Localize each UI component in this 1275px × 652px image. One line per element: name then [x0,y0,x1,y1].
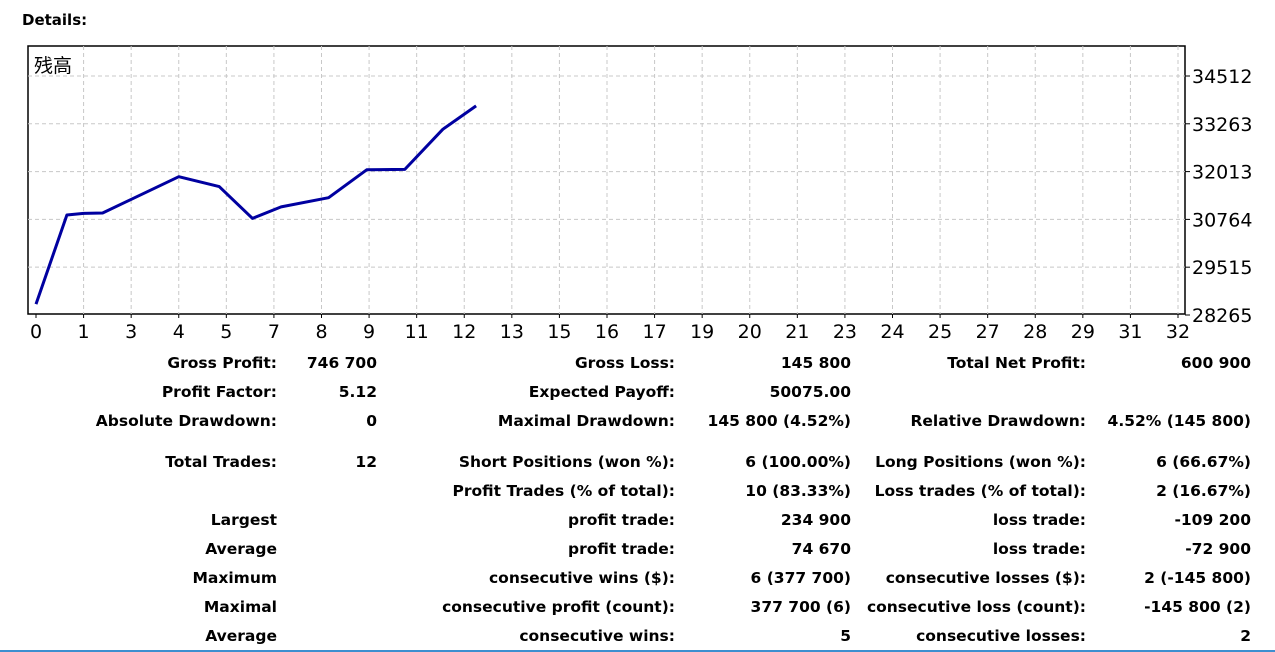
x-tick-label: 4 [173,321,185,343]
stat-label: Gross Profit: [167,354,277,372]
x-tick-label: 13 [500,321,524,343]
stat-value: 50075.00 [769,383,851,401]
stat-value: 4.52% (145 800) [1107,412,1251,430]
stat-label: consecutive profit (count): [442,598,675,616]
stat-label: Maximal Drawdown: [497,412,675,430]
stat-label: Short Positions (won %): [458,453,675,471]
stat-label: Expected Payoff: [528,383,675,401]
details-heading: Details: [22,11,88,29]
stat-label: Profit Trades (% of total): [452,482,675,500]
x-tick-label: 12 [452,321,476,343]
x-tick-label: 9 [363,321,375,343]
stat-value: 2 [1240,627,1251,645]
stat-value: 145 800 (4.52%) [707,412,851,430]
stat-label: consecutive wins ($): [488,569,675,587]
stat-label: Largest [210,511,277,529]
stat-value: 5 [840,627,851,645]
stat-label: consecutive wins: [519,627,675,645]
x-tick-label: 23 [833,321,857,343]
stat-label: Total Net Profit: [947,354,1086,372]
x-tick-label: 25 [928,321,952,343]
x-tick-label: 29 [1071,321,1095,343]
x-tick-label: 27 [976,321,1000,343]
stat-label: Long Positions (won %): [875,453,1086,471]
x-tick-label: 5 [220,321,232,343]
stat-label: loss trade: [992,511,1086,529]
stat-label: Total Trades: [165,453,277,471]
x-tick-label: 8 [315,321,327,343]
x-tick-label: 32 [1166,321,1190,343]
stat-value: 10 (83.33%) [745,482,851,500]
stat-label: Relative Drawdown: [910,412,1086,430]
stat-label: Gross Loss: [574,354,675,372]
stat-value: 6 (100.00%) [745,453,851,471]
stat-label: Profit Factor: [161,383,277,401]
stat-label: consecutive loss (count): [866,598,1086,616]
x-tick-label: 17 [642,321,666,343]
stat-label: Average [205,540,277,558]
stat-value: 377 700 (6) [750,598,851,616]
y-tick-label: 30764 [1192,209,1252,231]
x-tick-label: 16 [595,321,619,343]
stat-label: consecutive losses: [916,627,1086,645]
x-tick-label: 11 [405,321,429,343]
stat-label: consecutive losses ($): [885,569,1086,587]
stat-label: Maximum [192,569,277,587]
x-tick-label: 20 [738,321,762,343]
stat-label: loss trade: [992,540,1086,558]
stat-label: profit trade: [567,540,675,558]
balance-line [34,104,477,305]
x-tick-label: 21 [785,321,809,343]
stat-label: Average [205,627,277,645]
stat-value: 234 900 [780,511,851,529]
stat-value: 2 (-145 800) [1144,569,1251,587]
bottom-border [0,650,1275,652]
stat-label: Absolute Drawdown: [95,412,277,430]
x-tick-label: 19 [690,321,714,343]
stat-value: 145 800 [780,354,851,372]
stat-value: -72 900 [1185,540,1251,558]
y-tick-label: 34512 [1192,66,1252,88]
x-tick-label: 31 [1118,321,1142,343]
x-tick-label: 28 [1023,321,1047,343]
x-tick-label: 1 [78,321,90,343]
stat-value: 2 (16.67%) [1156,482,1251,500]
stat-value: 600 900 [1180,354,1251,372]
stat-label: Loss trades (% of total): [874,482,1086,500]
y-tick-label: 33263 [1192,114,1252,136]
stat-value: 0 [366,412,377,430]
stat-value: 746 700 [306,354,377,372]
stat-value: 6 (66.67%) [1156,453,1251,471]
x-tick-label: 3 [125,321,137,343]
y-tick-label: 28265 [1192,305,1252,327]
x-tick-label: 0 [30,321,42,343]
stat-value: 12 [355,453,377,471]
x-tick-label: 24 [880,321,904,343]
y-tick-label: 29515 [1192,257,1252,279]
stat-label: profit trade: [567,511,675,529]
x-tick-label: 7 [268,321,280,343]
stat-value: 74 670 [791,540,851,558]
stat-value: 5.12 [338,383,377,401]
stat-value: -109 200 [1174,511,1251,529]
y-tick-label: 32013 [1192,162,1252,184]
stat-label: Maximal [203,598,277,616]
series-label: 残高 [34,55,72,77]
stat-value: 6 (377 700) [750,569,851,587]
stat-value: -145 800 (2) [1144,598,1251,616]
x-tick-label: 15 [547,321,571,343]
